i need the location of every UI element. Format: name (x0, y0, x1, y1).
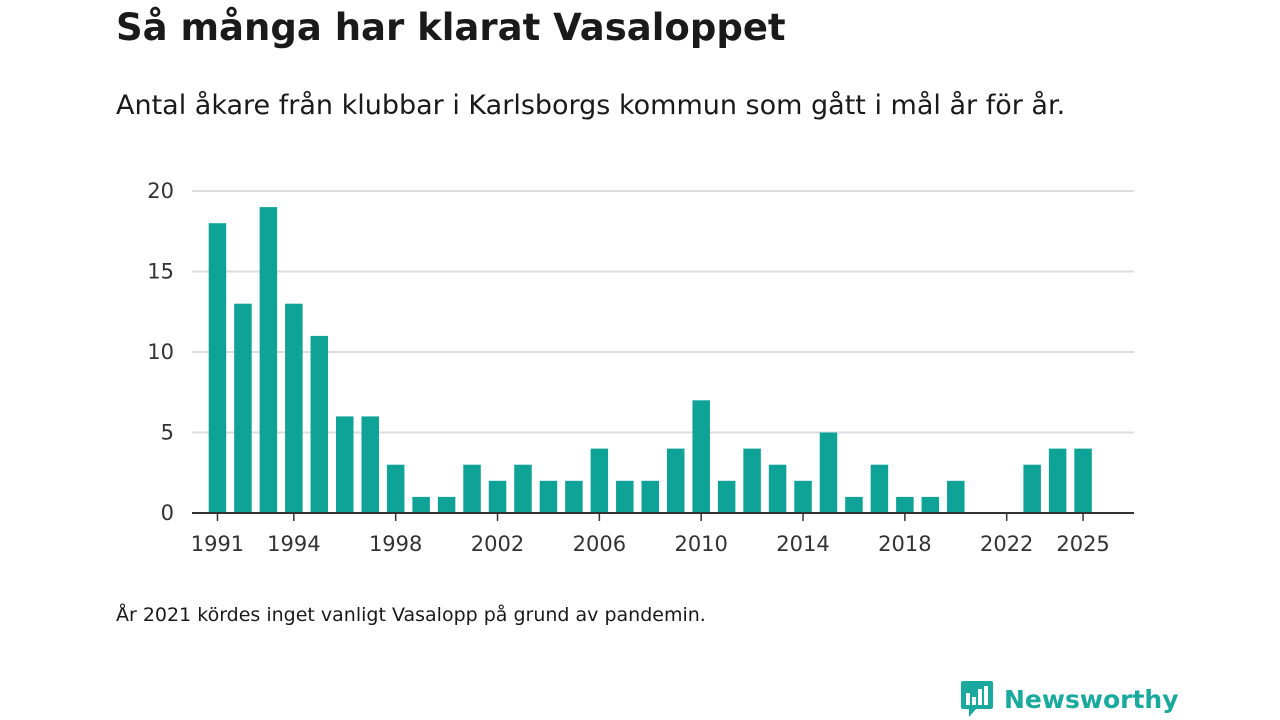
bar-2016 (845, 496, 863, 513)
chart-title: Så många har klarat Vasaloppet (116, 6, 786, 49)
bar-2005 (565, 480, 583, 513)
bar-2017 (870, 464, 889, 513)
x-tick-label-1998: 1998 (369, 532, 422, 556)
bar-2011 (717, 480, 736, 513)
x-tick-label-2010: 2010 (674, 532, 727, 556)
bar-2009 (666, 448, 685, 513)
bar-2025 (1074, 448, 1092, 513)
newsworthy-chart-icon (961, 681, 993, 717)
x-tick-label-2014: 2014 (776, 532, 829, 556)
bar-2012 (743, 448, 761, 513)
x-tick-label-2022: 2022 (980, 532, 1033, 556)
newsworthy-logo[interactable]: Newsworthy (960, 680, 1179, 718)
x-tick-label-2002: 2002 (471, 532, 524, 556)
bar-2001 (463, 464, 481, 513)
bar-1994 (285, 303, 303, 513)
bar-1991 (208, 223, 227, 513)
y-tick-label-5: 5 (161, 421, 174, 445)
bar-1998 (386, 464, 405, 513)
bar-2000 (437, 496, 456, 513)
bar-2010 (692, 400, 710, 513)
bar-2024 (1048, 448, 1067, 513)
bar-2003 (514, 464, 532, 513)
x-tick-label-2025: 2025 (1056, 532, 1109, 556)
bar-2014 (794, 480, 812, 513)
bars (208, 207, 1092, 513)
bar-2018 (896, 496, 914, 513)
x-tick-label-2006: 2006 (573, 532, 626, 556)
bar-1992 (234, 303, 252, 513)
bar-1997 (361, 416, 379, 513)
bar-2004 (539, 480, 558, 513)
bar-2007 (616, 480, 634, 513)
bar-2008 (641, 480, 660, 513)
bar-2013 (768, 464, 787, 513)
y-axis-ticks: 0 5 10 15 20 (147, 179, 174, 525)
footnote: År 2021 kördes inget vanligt Vasalopp på… (116, 604, 706, 626)
bar-2020 (947, 480, 965, 513)
bar-2023 (1023, 464, 1041, 513)
x-tick-label-1991: 1991 (191, 532, 244, 556)
x-tick-label-1994: 1994 (267, 532, 320, 556)
x-tick-label-2018: 2018 (878, 532, 931, 556)
x-axis-ticks: 1991 1994 1998 2002 2006 2010 2014 2018 2022 2025 (191, 513, 1110, 556)
chart-subtitle: Antal åkare från klubbar i Karlsborgs ko… (116, 90, 1066, 121)
gridlines (192, 190, 1134, 434)
bar-1995 (310, 335, 329, 513)
y-tick-label-0: 0 (161, 501, 174, 525)
y-tick-label-20: 20 (147, 179, 174, 203)
bar-2015 (819, 432, 838, 513)
bar-1993 (259, 207, 278, 513)
y-tick-label-15: 15 (147, 260, 174, 284)
y-tick-label-10: 10 (147, 340, 174, 364)
bar-2002 (488, 480, 507, 513)
brand-name: Newsworthy (1004, 684, 1179, 714)
bar-2019 (921, 496, 940, 513)
bar-1999 (412, 496, 430, 513)
bar-1996 (336, 416, 354, 513)
bar-2006 (590, 448, 609, 513)
